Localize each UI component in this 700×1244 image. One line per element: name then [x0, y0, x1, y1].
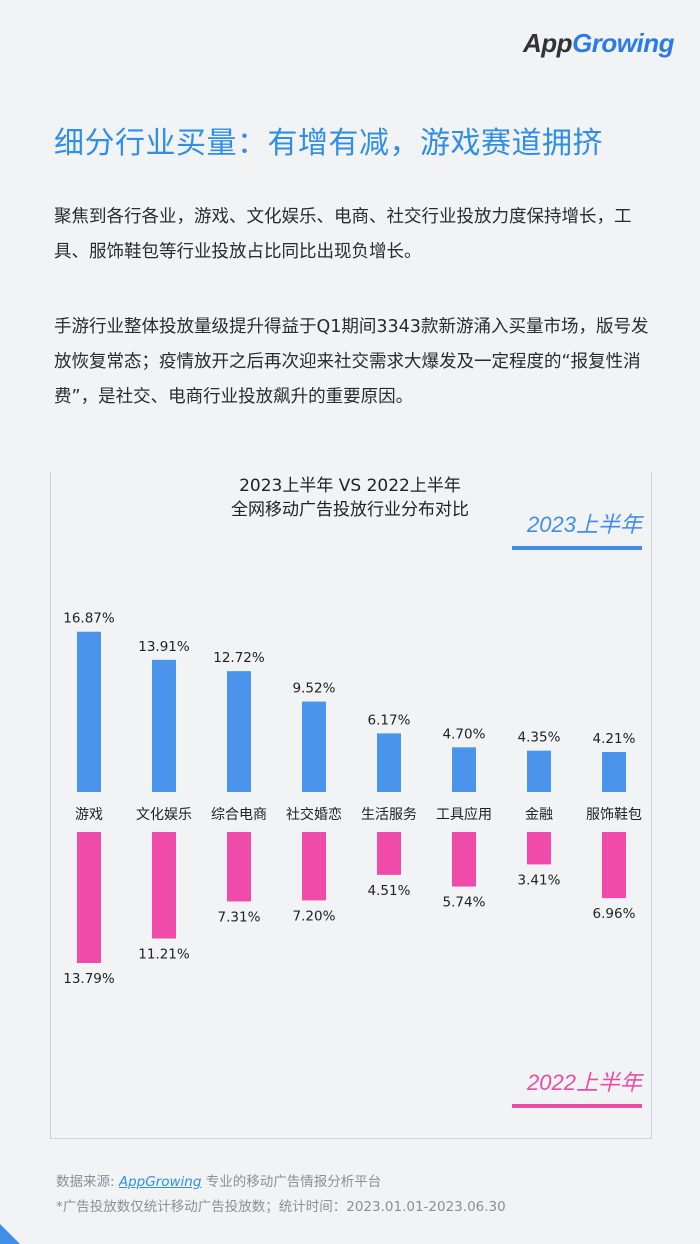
label-2022-3: 7.20%: [293, 908, 336, 924]
bar-2022-0: [77, 832, 101, 964]
logo-text-growing: Growing: [572, 28, 674, 58]
label-2022-2: 7.31%: [218, 909, 261, 925]
bar-2022-4: [377, 832, 401, 875]
footnote: *广告投放数仅统计移动广告投放数；统计时间：2023.01.01-2023.06…: [56, 1199, 506, 1215]
chart-title: 2023上半年 VS 2022上半年 全网移动广告投放行业分布对比: [0, 474, 700, 522]
category-label-4: 生活服务: [361, 807, 417, 823]
chart-title-line1: 2023上半年 VS 2022上半年: [239, 476, 461, 496]
label-2023-5: 4.70%: [443, 726, 486, 742]
category-label-6: 金融: [525, 807, 553, 823]
bar-2022-1: [152, 832, 176, 939]
category-label-3: 社交婚恋: [286, 806, 342, 823]
label-2022-6: 3.41%: [518, 872, 561, 888]
chart-title-line2: 全网移动广告投放行业分布对比: [231, 500, 469, 520]
bar-2022-3: [302, 832, 326, 901]
bar-2023-7: [602, 752, 626, 792]
label-2022-5: 5.74%: [443, 895, 486, 911]
label-2022-0: 13.79%: [63, 971, 115, 987]
data-source-suffix: 专业的移动广告情报分析平台: [201, 1174, 382, 1190]
bar-2023-4: [377, 733, 401, 792]
legend-2022: 2022上半年: [512, 1066, 642, 1108]
bar-2022-5: [452, 832, 476, 887]
bar-2022-2: [227, 832, 251, 902]
bar-2023-2: [227, 671, 251, 792]
bar-2023-0: [77, 631, 101, 792]
paragraph-2: 手游行业整体投放量级提升得益于Q1期间3343款新游涌入买量市场，版号发放恢复常…: [54, 317, 649, 407]
page-title: 细分行业买量：有增有减，游戏赛道拥挤: [54, 126, 603, 161]
bar-2023-5: [452, 747, 476, 792]
label-2023-6: 4.35%: [518, 730, 561, 746]
label-2023-4: 6.17%: [368, 712, 411, 728]
label-2022-1: 11.21%: [138, 946, 190, 962]
bar-2023-1: [152, 659, 176, 792]
label-2023-2: 12.72%: [213, 650, 265, 666]
category-label-2: 综合电商: [211, 807, 267, 823]
data-source-brand-link[interactable]: AppGrowing: [118, 1174, 202, 1190]
category-label-1: 文化娱乐: [136, 807, 192, 823]
data-source: 数据来源: AppGrowing 专业的移动广告情报分析平台: [56, 1170, 381, 1190]
bar-2022-6: [527, 832, 551, 865]
bar-2023-3: [302, 701, 326, 792]
data-source-prefix: 数据来源:: [56, 1174, 119, 1190]
legend-2023: 2023上半年: [512, 508, 642, 550]
label-2023-1: 13.91%: [138, 639, 190, 655]
chart-frame: [50, 472, 652, 1139]
label-2023-3: 9.52%: [293, 681, 336, 697]
category-label-5: 工具应用: [436, 806, 492, 823]
appgrowing-logo: AppGrowing: [523, 28, 674, 68]
paragraph-1: 聚焦到各行各业，游戏、文化娱乐、电商、社交行业投放力度保持增长，工具、服饰鞋包等…: [54, 207, 632, 262]
logo-text-app: App: [523, 28, 573, 58]
corner-decoration: [0, 1224, 20, 1244]
label-2022-7: 6.96%: [593, 906, 636, 922]
label-2023-0: 16.87%: [63, 611, 115, 627]
bar-2022-7: [602, 832, 626, 899]
label-2022-4: 4.51%: [368, 883, 411, 899]
bar-2023-6: [527, 750, 551, 792]
category-label-7: 服饰鞋包: [586, 807, 642, 823]
label-2023-7: 4.21%: [593, 731, 636, 747]
category-label-0: 游戏: [75, 807, 103, 823]
